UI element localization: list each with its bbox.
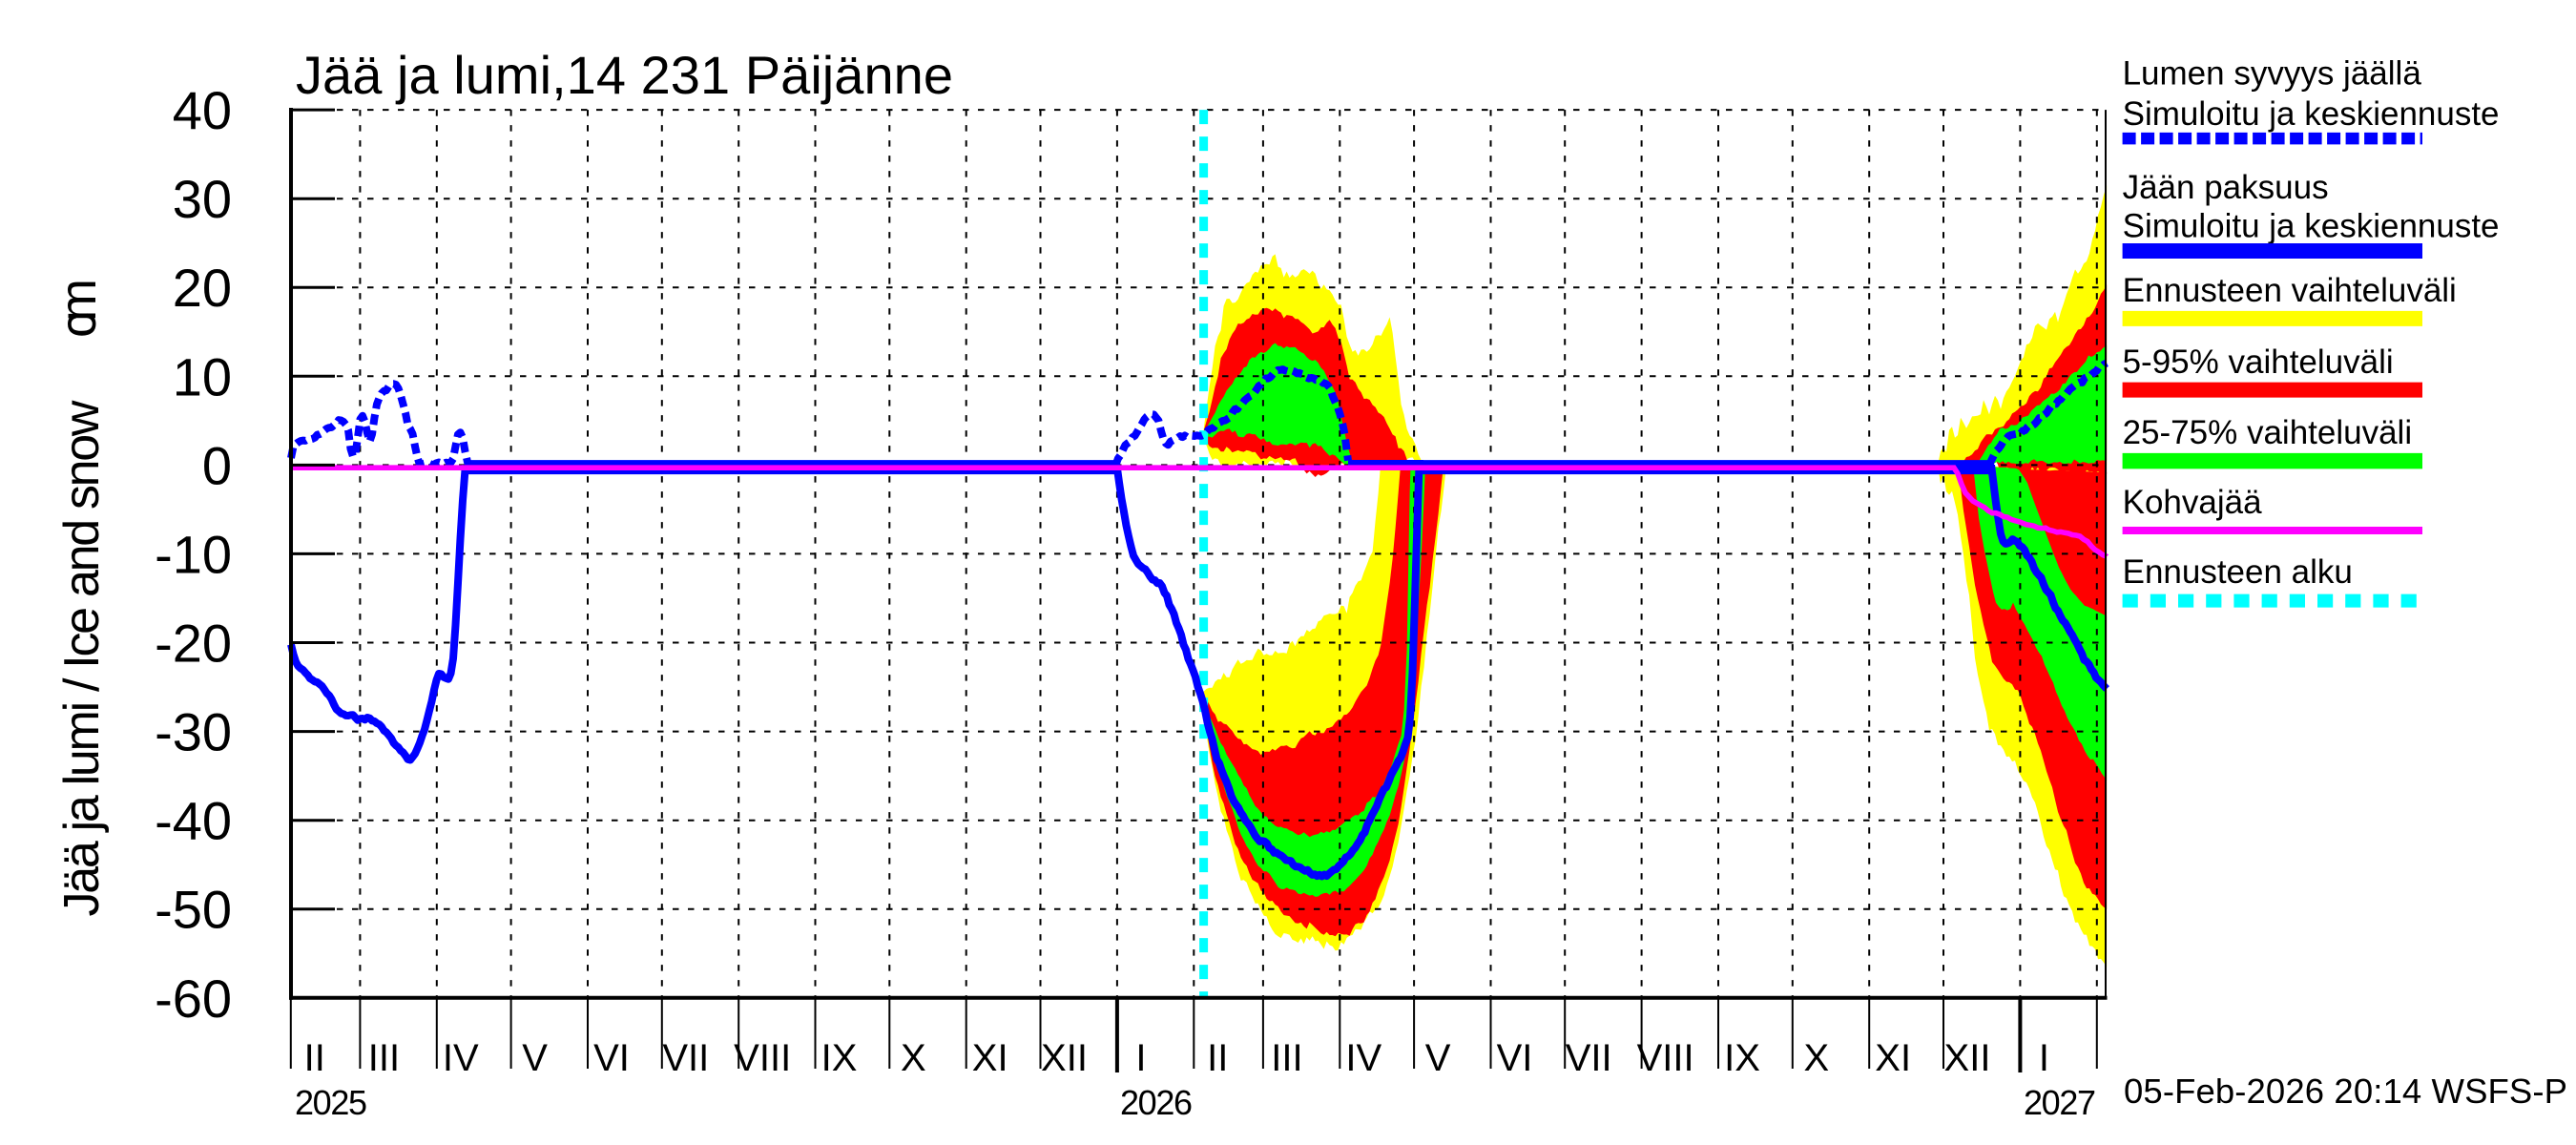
svg-text:-10: -10 [155, 524, 232, 584]
svg-text:10: 10 [173, 346, 232, 406]
svg-text:VI: VI [1497, 1037, 1533, 1079]
svg-text:40: 40 [173, 80, 232, 140]
svg-text:VIII: VIII [734, 1037, 791, 1079]
svg-text:20: 20 [173, 258, 232, 318]
svg-text:-20: -20 [155, 614, 232, 674]
svg-text:IV: IV [443, 1037, 479, 1079]
svg-text:Jää ja lumi,14 231 Päijänne: Jää ja lumi,14 231 Päijänne [296, 45, 953, 105]
svg-text:Simuloitu ja keskiennuste: Simuloitu ja keskiennuste [2123, 95, 2500, 133]
svg-text:2026: 2026 [1120, 1083, 1193, 1122]
svg-text:I: I [1135, 1037, 1146, 1079]
svg-text:III: III [1271, 1037, 1302, 1079]
svg-text:Simuloitu ja keskiennuste: Simuloitu ja keskiennuste [2123, 207, 2500, 244]
svg-text:IV: IV [1345, 1037, 1381, 1079]
svg-text:IX: IX [1724, 1037, 1760, 1079]
svg-text:IX: IX [821, 1037, 858, 1079]
svg-text:XI: XI [1875, 1037, 1911, 1079]
svg-text:III: III [368, 1037, 400, 1079]
svg-text:-30: -30 [155, 702, 232, 762]
svg-text:30: 30 [173, 169, 232, 229]
svg-text:2027: 2027 [2024, 1083, 2096, 1122]
svg-text:Ennusteen alku: Ennusteen alku [2123, 553, 2353, 591]
svg-text:Lumen syvyys jäällä: Lumen syvyys jäällä [2123, 55, 2422, 93]
svg-text:VII: VII [1566, 1037, 1612, 1079]
svg-text:25-75% vaihteluväli: 25-75% vaihteluväli [2123, 414, 2413, 451]
svg-text:0: 0 [202, 435, 232, 495]
svg-text:II: II [304, 1037, 325, 1079]
svg-text:X: X [1803, 1037, 1829, 1079]
svg-text:-40: -40 [155, 791, 232, 851]
svg-text:5-95% vaihteluväli: 5-95% vaihteluväli [2123, 344, 2394, 381]
svg-text:2025: 2025 [295, 1083, 367, 1122]
svg-text:XI: XI [972, 1037, 1008, 1079]
svg-text:-50: -50 [155, 880, 232, 940]
svg-text:I: I [2039, 1037, 2049, 1079]
svg-text:Jää ja lumi / Ice and snow: Jää ja lumi / Ice and snow [54, 400, 110, 916]
svg-text:cm: cm [50, 279, 107, 338]
svg-text:05-Feb-2026 20:14 WSFS-P: 05-Feb-2026 20:14 WSFS-P [2124, 1072, 2567, 1111]
svg-text:-60: -60 [155, 968, 232, 1029]
svg-text:II: II [1207, 1037, 1228, 1079]
svg-text:VIII: VIII [1637, 1037, 1694, 1079]
svg-text:V: V [522, 1037, 548, 1079]
svg-text:XII: XII [1944, 1037, 1991, 1079]
svg-text:VII: VII [662, 1037, 709, 1079]
svg-text:X: X [901, 1037, 926, 1079]
svg-text:Kohvajää: Kohvajää [2123, 484, 2262, 521]
svg-text:VI: VI [593, 1037, 630, 1079]
svg-text:V: V [1425, 1037, 1451, 1079]
svg-text:Jään paksuus: Jään paksuus [2123, 169, 2329, 206]
svg-text:XII: XII [1041, 1037, 1088, 1079]
svg-text:Ennusteen vaihteluväli: Ennusteen vaihteluväli [2123, 272, 2457, 309]
